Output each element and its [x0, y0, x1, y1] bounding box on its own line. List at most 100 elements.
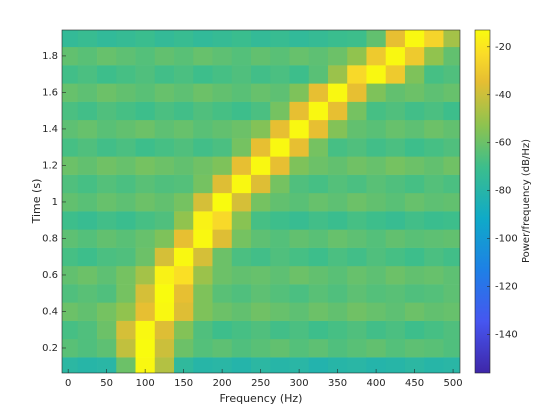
cell: [270, 192, 290, 212]
cell: [366, 83, 387, 102]
colorbar-tick-label: -80: [495, 186, 511, 197]
cell: [289, 192, 310, 212]
cell: [308, 192, 329, 212]
cell: [404, 357, 425, 373]
cell: [424, 229, 444, 248]
cell: [62, 284, 79, 303]
cell: [212, 192, 233, 212]
cell: [270, 211, 290, 230]
cell: [404, 46, 425, 66]
cell: [212, 247, 233, 267]
cell: [212, 265, 233, 285]
cell: [174, 357, 194, 373]
cell: [97, 192, 117, 212]
cell: [174, 229, 194, 248]
cell: [174, 174, 194, 194]
cell: [193, 284, 213, 303]
cell: [270, 265, 290, 285]
cell: [193, 211, 213, 230]
cell: [193, 65, 213, 84]
cell: [308, 229, 329, 248]
cell: [424, 138, 444, 157]
cell: [154, 229, 175, 248]
cell: [193, 174, 213, 194]
cell: [116, 302, 136, 321]
cell: [174, 265, 194, 285]
cell: [116, 119, 136, 139]
cell: [327, 229, 348, 248]
cell: [308, 119, 329, 139]
cell: [77, 302, 98, 321]
cell: [116, 320, 136, 340]
cell: [443, 65, 460, 84]
cell: [327, 357, 348, 373]
cell: [327, 192, 348, 212]
cell: [347, 65, 367, 84]
cell: [347, 284, 367, 303]
cell: [385, 65, 406, 84]
cell: [308, 338, 329, 358]
cell: [308, 211, 329, 230]
cell: [77, 174, 98, 194]
cell: [404, 192, 425, 212]
cell: [270, 338, 290, 358]
cell: [154, 265, 175, 285]
cell: [366, 357, 387, 373]
cell: [231, 83, 252, 102]
cell: [62, 156, 79, 175]
cell: [97, 174, 117, 194]
cell: [97, 211, 117, 230]
cell: [250, 65, 271, 84]
cell: [154, 65, 175, 84]
colorbar-tick-label: -120: [495, 282, 518, 293]
cell: [154, 320, 175, 340]
cell: [212, 302, 233, 321]
cell: [231, 229, 252, 248]
cell: [174, 284, 194, 303]
cell: [97, 247, 117, 267]
cell: [231, 174, 252, 194]
cell: [62, 46, 79, 66]
cell: [135, 174, 156, 194]
cell: [77, 357, 98, 373]
cell: [193, 302, 213, 321]
cell: [404, 101, 425, 121]
cell: [424, 174, 444, 194]
cell: [443, 30, 460, 48]
cell: [97, 302, 117, 321]
cell: [289, 46, 310, 66]
cell: [62, 119, 79, 139]
y-tick-label: 1.6: [42, 87, 58, 98]
cell: [270, 156, 290, 175]
cell: [154, 211, 175, 230]
cell: [289, 101, 310, 121]
colorbar-tick-label: -40: [495, 90, 511, 101]
cell: [424, 265, 444, 285]
cell: [135, 247, 156, 267]
cell: [347, 138, 367, 157]
cell: [97, 229, 117, 248]
cell: [116, 229, 136, 248]
cell: [289, 247, 310, 267]
cell: [443, 138, 460, 157]
cell: [289, 320, 310, 340]
cell: [97, 65, 117, 84]
cell: [424, 65, 444, 84]
cell: [366, 119, 387, 139]
cell: [347, 320, 367, 340]
cell: [174, 83, 194, 102]
cell: [404, 174, 425, 194]
cell: [62, 357, 79, 373]
cell: [174, 119, 194, 139]
cell: [250, 83, 271, 102]
cell: [77, 138, 98, 157]
cell: [154, 156, 175, 175]
cell: [424, 302, 444, 321]
cell: [347, 174, 367, 194]
x-tick-label: 500: [444, 378, 463, 389]
cell: [327, 211, 348, 230]
cell: [385, 229, 406, 248]
cell: [135, 156, 156, 175]
cell: [327, 174, 348, 194]
cell: [193, 247, 213, 267]
